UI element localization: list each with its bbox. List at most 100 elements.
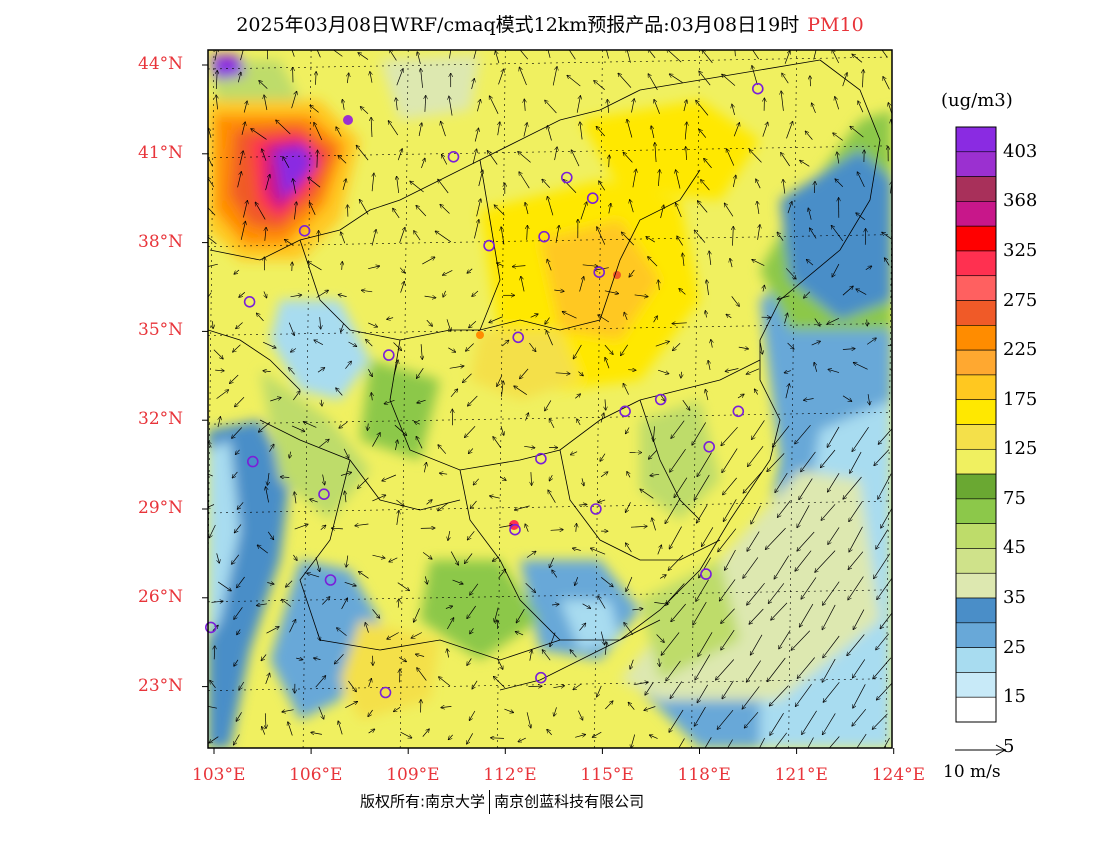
wind-arrow — [607, 100, 608, 113]
wind-arrow — [812, 103, 816, 114]
meridian-line — [302, 50, 312, 748]
wind-arrow — [785, 371, 791, 373]
wind-arrow — [259, 422, 271, 432]
wind-arrow — [727, 149, 735, 166]
city-markers — [205, 82, 764, 699]
parallel-line — [208, 145, 892, 159]
wind-arrow — [593, 731, 602, 737]
wind-arrow — [842, 395, 852, 402]
wind-arrow — [262, 341, 276, 348]
wind-arrow — [417, 52, 421, 64]
wind-arrow — [237, 172, 242, 188]
wind-arrow — [797, 531, 815, 551]
city-marker-chengdu — [247, 455, 259, 468]
wind-arrow — [547, 126, 552, 141]
legend-value-label: 275 — [1003, 289, 1038, 311]
wind-arrow — [435, 231, 452, 243]
wind-arrow — [591, 548, 606, 555]
wind-arrow — [808, 208, 812, 220]
wind-arrow — [237, 576, 245, 588]
wind-arrow — [701, 180, 710, 191]
wind-arrow — [417, 368, 424, 378]
wind-arrow — [530, 650, 532, 661]
wind-arrow — [878, 473, 892, 499]
wind-arrow — [654, 602, 668, 604]
wind-arrow — [515, 505, 530, 510]
wind-arrow — [424, 463, 426, 473]
wind-arrow — [651, 126, 655, 139]
wind-arrow — [359, 572, 369, 579]
wind-arrow — [399, 267, 405, 273]
city-marker-hefei — [619, 405, 631, 418]
wind-arrow — [748, 445, 764, 466]
wind-arrow — [850, 127, 864, 138]
wind-arrow — [785, 384, 789, 399]
wind-arrow — [833, 133, 843, 141]
wind-arrow — [283, 157, 290, 168]
lat-label: 44°N — [138, 54, 184, 74]
wind-arrow — [669, 709, 684, 732]
wind-arrow — [630, 526, 647, 527]
wind-arrow — [524, 99, 525, 111]
wind-arrow — [549, 419, 555, 429]
legend-swatch — [955, 275, 997, 301]
wind-arrow — [644, 706, 656, 711]
wind-arrow — [446, 618, 453, 630]
wind-arrow — [514, 386, 527, 395]
wind-arrow — [763, 285, 764, 292]
wind-arrow — [659, 575, 666, 579]
wind-arrow — [731, 296, 740, 306]
wind-arrow — [496, 658, 503, 669]
wind-arrow — [411, 632, 422, 639]
wind-arrow — [497, 621, 498, 630]
wind-arrow — [469, 710, 476, 720]
wind-arrow — [367, 423, 368, 431]
wind-arrow — [650, 474, 660, 475]
wind-arrow — [388, 121, 399, 136]
wind-arrow — [597, 227, 606, 245]
legend-swatch — [955, 349, 997, 376]
wind-arrow — [784, 51, 790, 64]
wind-arrow — [276, 120, 291, 135]
wind-arrow — [264, 291, 267, 298]
wind-arrow — [422, 552, 432, 559]
wind-arrow — [842, 286, 853, 296]
wind-arrow — [321, 399, 322, 406]
wind-arrow — [266, 627, 279, 634]
wind-arrow — [291, 92, 297, 109]
wind-arrow — [346, 555, 348, 567]
legend-value-label: 75 — [1003, 487, 1026, 509]
wind-arrow — [257, 545, 269, 554]
wind-arrow — [629, 269, 635, 277]
wind-arrow — [655, 143, 656, 163]
wind-arrow — [262, 149, 267, 161]
wind-arrow — [771, 602, 788, 620]
wind-arrow — [702, 50, 713, 64]
wind-arrow — [348, 680, 356, 692]
wind-arrow — [759, 737, 766, 748]
wind-arrow — [370, 72, 372, 83]
wind-arrow — [342, 262, 343, 270]
wind-arrow — [240, 222, 245, 240]
wind-arrow — [235, 524, 242, 533]
wind-arrow — [368, 322, 377, 327]
wind-arrow — [568, 50, 576, 60]
copyright-right: 南京创蓝科技有限公司 — [494, 792, 645, 811]
concentration-field — [208, 50, 892, 748]
wind-arrow — [441, 122, 446, 137]
wind-arrow — [443, 270, 453, 275]
legend-value-label: 225 — [1003, 339, 1038, 361]
wind-arrow — [772, 732, 787, 748]
wind-arrow — [498, 122, 500, 136]
wind-arrow — [622, 232, 635, 246]
wind-arrow — [362, 290, 373, 292]
wind-arrow — [215, 370, 224, 371]
legend-swatch — [955, 647, 997, 673]
wind-arrow — [626, 502, 631, 512]
wind-arrow — [605, 642, 607, 655]
wind-arrow — [702, 527, 714, 546]
wind-arrow — [257, 604, 267, 606]
wind-arrow — [632, 609, 642, 610]
wind-arrow — [856, 733, 867, 748]
wind-arrow — [807, 737, 814, 748]
